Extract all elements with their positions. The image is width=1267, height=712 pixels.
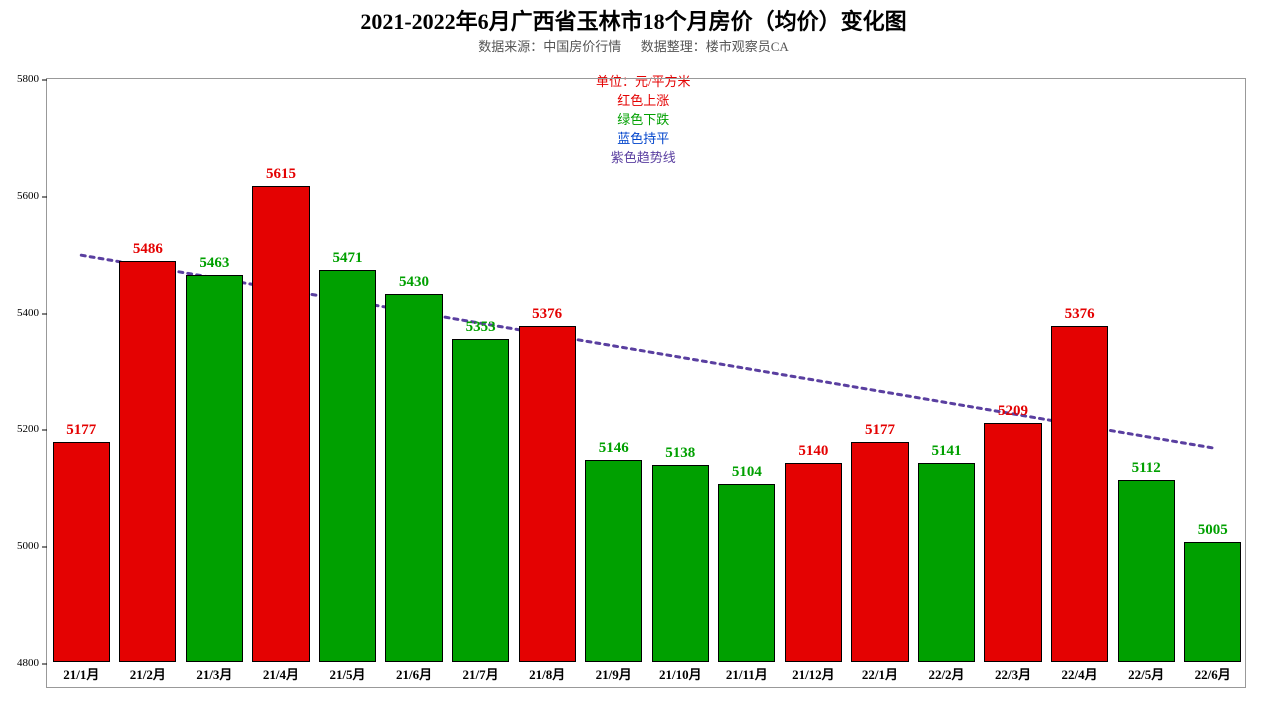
bar xyxy=(385,294,442,662)
ytick-mark xyxy=(42,547,47,548)
ytick-mark xyxy=(42,664,47,665)
bar-label: 5486 xyxy=(133,241,163,258)
subtitle-sep xyxy=(624,39,637,54)
chart-subtitle: 数据来源：中国房价行情 数据整理：楼市观察员CA xyxy=(0,36,1267,55)
ytick-mark xyxy=(42,430,47,431)
bar xyxy=(1051,326,1108,662)
bar-label: 5005 xyxy=(1198,522,1228,539)
chart-container: 2021-2022年6月广西省玉林市18个月房价（均价）变化图 数据来源：中国房… xyxy=(0,0,1267,712)
subtitle-source: 数据来源：中国房价行情 xyxy=(478,39,621,54)
bar-label: 5376 xyxy=(532,306,562,323)
xtick-label: 22/6月 xyxy=(1195,664,1231,683)
trend-line xyxy=(81,255,1212,448)
bar xyxy=(1118,480,1175,662)
bar-label: 5177 xyxy=(865,422,895,439)
xtick-label: 22/5月 xyxy=(1128,664,1164,683)
xtick-label: 21/7月 xyxy=(463,664,499,683)
bar-label: 5146 xyxy=(599,440,629,457)
bar-label: 5376 xyxy=(1065,306,1095,323)
bar-label: 5353 xyxy=(466,319,496,336)
xtick-label: 22/4月 xyxy=(1062,664,1098,683)
ytick-label: 5600 xyxy=(3,190,39,202)
bar-label: 5430 xyxy=(399,274,429,291)
bar-label: 5112 xyxy=(1132,460,1161,477)
subtitle-org: 数据整理：楼市观察员CA xyxy=(641,39,789,54)
xtick-label: 21/9月 xyxy=(596,664,632,683)
bar-label: 5141 xyxy=(932,443,962,460)
bar xyxy=(652,465,709,662)
bar xyxy=(1184,542,1241,662)
xtick-label: 21/5月 xyxy=(329,664,365,683)
ytick-label: 5400 xyxy=(3,307,39,319)
bar xyxy=(918,463,975,662)
bar-label: 5104 xyxy=(732,464,762,481)
bar-label: 5615 xyxy=(266,166,296,183)
xtick-label: 21/3月 xyxy=(196,664,232,683)
ytick-label: 4800 xyxy=(3,657,39,669)
xtick-label: 21/12月 xyxy=(792,664,835,683)
xtick-label: 21/4月 xyxy=(263,664,299,683)
bar-label: 5138 xyxy=(665,445,695,462)
bar xyxy=(186,275,243,662)
bar xyxy=(785,463,842,662)
bar xyxy=(119,261,176,662)
xtick-label: 22/1月 xyxy=(862,664,898,683)
ytick-mark xyxy=(42,196,47,197)
ytick-label: 5200 xyxy=(3,423,39,435)
ytick-label: 5800 xyxy=(3,73,39,85)
bar-label: 5140 xyxy=(798,443,828,460)
xtick-label: 21/8月 xyxy=(529,664,565,683)
bar xyxy=(519,326,576,662)
xtick-label: 22/2月 xyxy=(928,664,964,683)
bar xyxy=(718,484,775,662)
bar xyxy=(53,442,110,662)
plot-area: 5177 21/1月 5486 21/2月 5463 21/3月 5615 21/4月 5471… xyxy=(46,78,1246,688)
xtick-label: 21/6月 xyxy=(396,664,432,683)
bar xyxy=(452,339,509,662)
bar-label: 5209 xyxy=(998,403,1028,420)
xtick-label: 22/3月 xyxy=(995,664,1031,683)
bar-label: 5471 xyxy=(333,250,363,267)
xtick-label: 21/2月 xyxy=(130,664,166,683)
xtick-label: 21/10月 xyxy=(659,664,702,683)
bar xyxy=(252,186,309,662)
bar-label: 5177 xyxy=(66,422,96,439)
xtick-label: 21/1月 xyxy=(63,664,99,683)
bar-label: 5463 xyxy=(199,255,229,272)
ytick-mark xyxy=(42,313,47,314)
bar xyxy=(984,423,1041,662)
ytick-mark xyxy=(42,80,47,81)
xtick-label: 21/11月 xyxy=(726,664,768,683)
bar xyxy=(585,460,642,662)
bar xyxy=(319,270,376,662)
chart-title: 2021-2022年6月广西省玉林市18个月房价（均价）变化图 xyxy=(0,4,1267,36)
ytick-label: 5000 xyxy=(3,540,39,552)
bar xyxy=(851,442,908,662)
